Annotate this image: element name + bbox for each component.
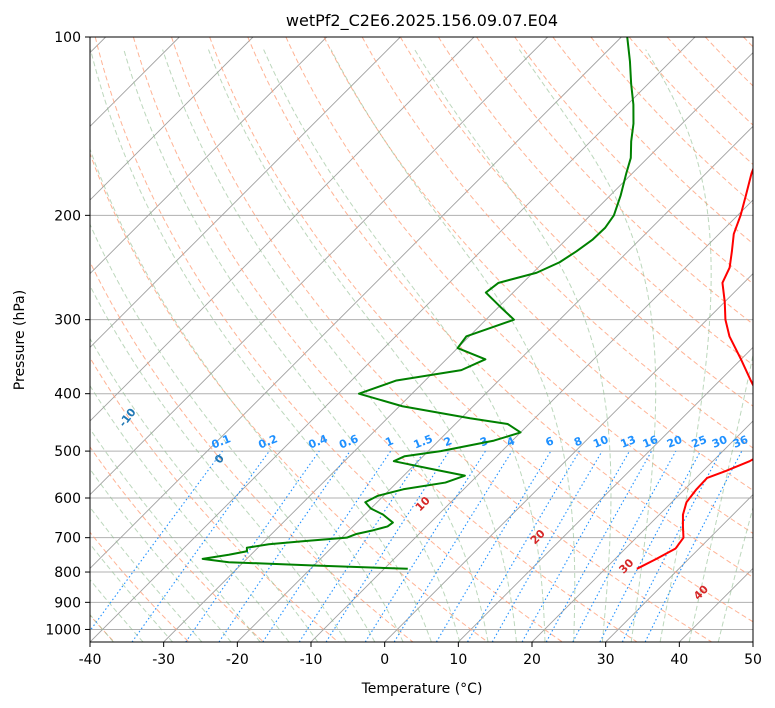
- mixing-ratio-line: [572, 450, 677, 642]
- moist-adiabat: [717, 505, 753, 642]
- mixing-ratio-line: [90, 450, 223, 632]
- isotherm: [90, 37, 254, 201]
- mixing-ratio-label: 1: [383, 434, 395, 449]
- moist-adiabats: [90, 49, 753, 642]
- profile-series: [201, 37, 753, 570]
- mixing-ratio-line: [325, 450, 450, 642]
- moist-adiabat: [90, 223, 376, 642]
- dry-adiabat: [247, 37, 753, 578]
- moist-adiabat: [90, 147, 404, 642]
- isotherm: [237, 125, 753, 642]
- dry-adiabat: [90, 152, 488, 642]
- moist-adiabat: [645, 49, 712, 642]
- mixing-ratio-line: [521, 450, 630, 642]
- x-tick-label: -20: [226, 652, 249, 668]
- y-tick-label: 600: [54, 491, 81, 507]
- y-tick-label: 300: [54, 313, 81, 329]
- moist-adiabat: [414, 49, 612, 642]
- y-tick-label: 400: [54, 387, 81, 403]
- moist-adiabat: [208, 49, 517, 642]
- dry-adiabat: [628, 37, 753, 166]
- mixing-ratio-line: [644, 450, 743, 642]
- mixing-ratio-label: 2: [442, 434, 454, 449]
- mixing-ratio-label: 16: [641, 433, 660, 451]
- x-tick-label: 40: [670, 652, 688, 668]
- dry-adiabats: [90, 37, 753, 642]
- mixing-ratio-label: 20: [665, 433, 684, 451]
- y-axis-title: Pressure (hPa): [12, 290, 28, 390]
- moist-adiabat: [123, 49, 461, 642]
- mixing-ratio-line: [131, 450, 270, 642]
- dry-adiabat: [171, 37, 713, 642]
- moist-adiabat: [90, 284, 347, 642]
- isotherm: [90, 37, 401, 348]
- moist-adiabat: [330, 49, 576, 642]
- mixing-ratio-label: 10: [591, 433, 610, 451]
- dry-adiabat: [514, 37, 753, 285]
- isotherm: [605, 494, 753, 642]
- mixing-ratio-label: 36: [731, 433, 750, 451]
- dry-adiabat: [552, 37, 753, 245]
- y-tick-label: 1000: [45, 622, 81, 638]
- dry-adiabat: [132, 37, 638, 642]
- mixing-ratio-label: 8: [572, 434, 584, 449]
- moist-adiabat: [518, 49, 657, 642]
- mixing-ratio-lines: [90, 450, 743, 642]
- dry-adiabat: [94, 37, 563, 642]
- gridlines: [90, 37, 753, 642]
- mixing-ratio-label: 25: [690, 433, 709, 451]
- mixing-ratio-line: [262, 450, 392, 642]
- dry-adiabat: [90, 446, 264, 642]
- moist-adiabat: [90, 337, 319, 642]
- moist-adiabat: [90, 49, 432, 642]
- x-tick-label: -30: [152, 652, 175, 668]
- dry-adiabat: [438, 37, 753, 366]
- isotherm: [531, 420, 753, 642]
- dry-adiabat: [361, 37, 753, 449]
- y-tick-label: 100: [54, 30, 81, 46]
- dry-adiabat: [209, 37, 753, 623]
- dewpoint-profile-line: [201, 37, 635, 570]
- x-tick-label: 50: [744, 652, 762, 668]
- isotherm: [90, 37, 696, 642]
- temperature-profile-line: [636, 166, 753, 570]
- isotherm: [90, 37, 622, 569]
- x-tick-label: 20: [523, 652, 541, 668]
- y-tick-label: 900: [54, 595, 81, 611]
- isotherm: [90, 37, 327, 275]
- chart-title: wetPf2_C2E6.2025.156.09.07.E04: [286, 11, 558, 31]
- dry-adiabat: [399, 37, 753, 407]
- isotherm: [384, 273, 753, 642]
- y-tick-label: 800: [54, 565, 81, 581]
- x-tick-label: 10: [449, 652, 467, 668]
- dry-adiabat: [285, 37, 753, 535]
- y-tick-label: 200: [54, 208, 81, 224]
- axis-ticks: -40 -30 -20 -10 0 10 20 30 40 50 100 200 300 400 500 60…: [45, 30, 762, 668]
- mixing-ratio-line: [218, 450, 351, 642]
- x-axis-title: Temperature (°C): [361, 681, 483, 697]
- mixing-ratio-label: 13: [619, 433, 638, 451]
- mixing-ratio-label: 30: [710, 433, 729, 451]
- moist-adiabat: [688, 352, 753, 642]
- mixing-ratio-line: [185, 450, 320, 642]
- plot-frame: [89, 36, 754, 643]
- x-tick-label: -40: [79, 652, 102, 668]
- moist-adiabat: [162, 49, 489, 642]
- y-tick-label: 500: [54, 444, 81, 460]
- isotherm: [90, 37, 475, 422]
- isotherm: [90, 37, 548, 496]
- isotherm: [163, 52, 753, 642]
- mixing-ratio-line: [393, 450, 513, 642]
- mixing-ratio-line: [545, 450, 653, 642]
- x-tick-label: 0: [380, 652, 389, 668]
- y-tick-label: 700: [54, 531, 81, 547]
- x-tick-label: 30: [597, 652, 615, 668]
- mixing-ratio-line: [298, 450, 425, 642]
- x-tick-label: -10: [300, 652, 323, 668]
- moist-adiabat: [263, 49, 546, 642]
- isotherm: [458, 346, 753, 642]
